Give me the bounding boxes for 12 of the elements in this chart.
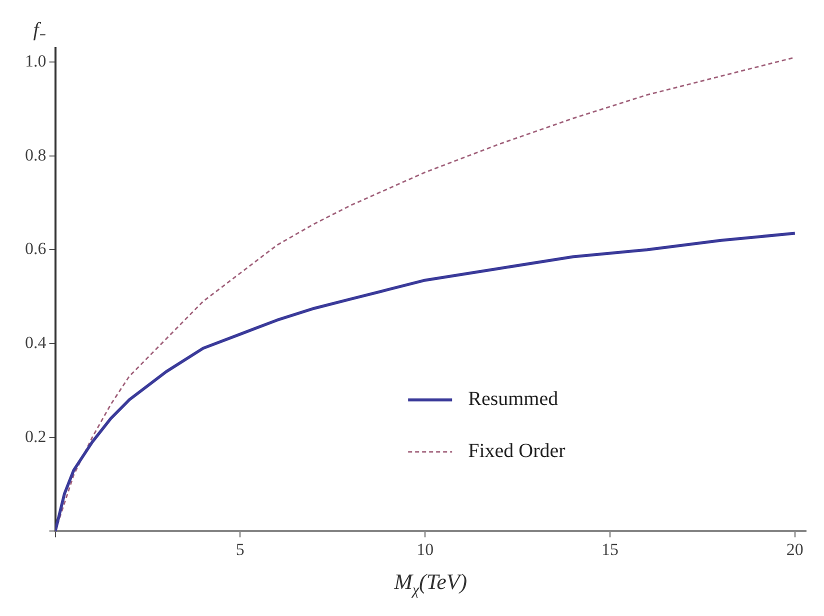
legend-label: Resummed <box>468 388 558 410</box>
y-tick-label: 0.4 <box>25 333 47 352</box>
x-tick-label: 15 <box>601 540 618 559</box>
y-tick-label: 0.6 <box>25 239 46 258</box>
x-tick-label: 5 <box>236 540 244 559</box>
y-tick-label: 0.2 <box>25 426 46 446</box>
x-tick-label: 10 <box>416 540 434 559</box>
y-tick-label: 0.8 <box>25 145 46 164</box>
y-tick-label: 1.0 <box>25 52 46 71</box>
legend-label: Fixed Order <box>468 440 566 462</box>
y-axis-title: f₋ <box>33 19 46 41</box>
x-tick-label: 20 <box>786 540 804 559</box>
